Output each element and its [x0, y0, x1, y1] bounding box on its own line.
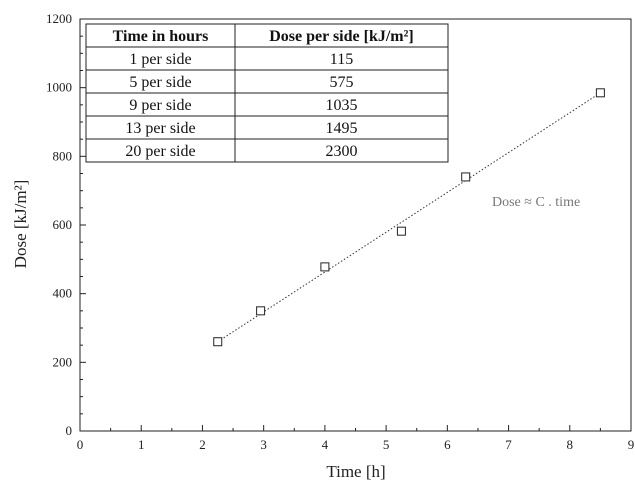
- x-tick-label: 5: [383, 437, 390, 452]
- table-header: Dose per side [kJ/m²]: [269, 28, 414, 45]
- y-tick-label: 600: [53, 217, 73, 232]
- data-point: [595, 88, 605, 98]
- table-cell: 1035: [326, 97, 358, 114]
- x-tick-label: 2: [199, 437, 206, 452]
- table-header: Time in hours: [113, 28, 209, 45]
- y-tick-label: 400: [53, 286, 73, 301]
- table-cell: 9 per side: [129, 97, 191, 114]
- y-tick-label: 200: [53, 354, 73, 369]
- x-tick-label: 3: [260, 437, 267, 452]
- x-axis-title: Time [h]: [326, 462, 385, 481]
- table-cell: 13 per side: [125, 120, 195, 137]
- dose-table: Time in hours Dose per side [kJ/m²] 1 per …: [85, 23, 449, 163]
- y-axis-title: Dose [kJ/m²]: [11, 180, 30, 269]
- x-tick-label: 9: [628, 437, 635, 452]
- ticks: 0 1 2 3 4 5 6 7 8 9 0 200 400 600 800 1000 1200: [46, 11, 634, 452]
- table-cell: 20 per side: [125, 143, 195, 160]
- y-tick-label: 0: [66, 423, 73, 438]
- table-cell: 1 per side: [129, 51, 191, 68]
- table-cell: 575: [330, 74, 354, 91]
- data-point: [461, 172, 471, 182]
- x-tick-label: 7: [505, 437, 512, 452]
- table-cell: 5 per side: [129, 74, 191, 91]
- table-cell: 115: [330, 51, 353, 68]
- data-points: [213, 88, 605, 347]
- x-tick-label: 4: [322, 437, 329, 452]
- y-tick-label: 1000: [46, 80, 72, 95]
- y-tick-label: 800: [53, 148, 73, 163]
- x-tick-label: 6: [444, 437, 451, 452]
- trendline: [217, 92, 601, 343]
- x-tick-label: 1: [138, 437, 145, 452]
- trend-annotation: Dose ≈ C . time: [492, 195, 580, 210]
- y-tick-label: 1200: [46, 11, 72, 26]
- x-tick-label: 0: [77, 437, 84, 452]
- table-cell: 2300: [326, 143, 358, 160]
- trendline-group: [217, 92, 601, 343]
- x-tick-label: 8: [567, 437, 574, 452]
- data-point: [320, 262, 330, 272]
- data-point: [213, 337, 223, 347]
- table-cell: 1495: [326, 120, 358, 137]
- data-point: [396, 226, 406, 236]
- data-point: [256, 306, 266, 316]
